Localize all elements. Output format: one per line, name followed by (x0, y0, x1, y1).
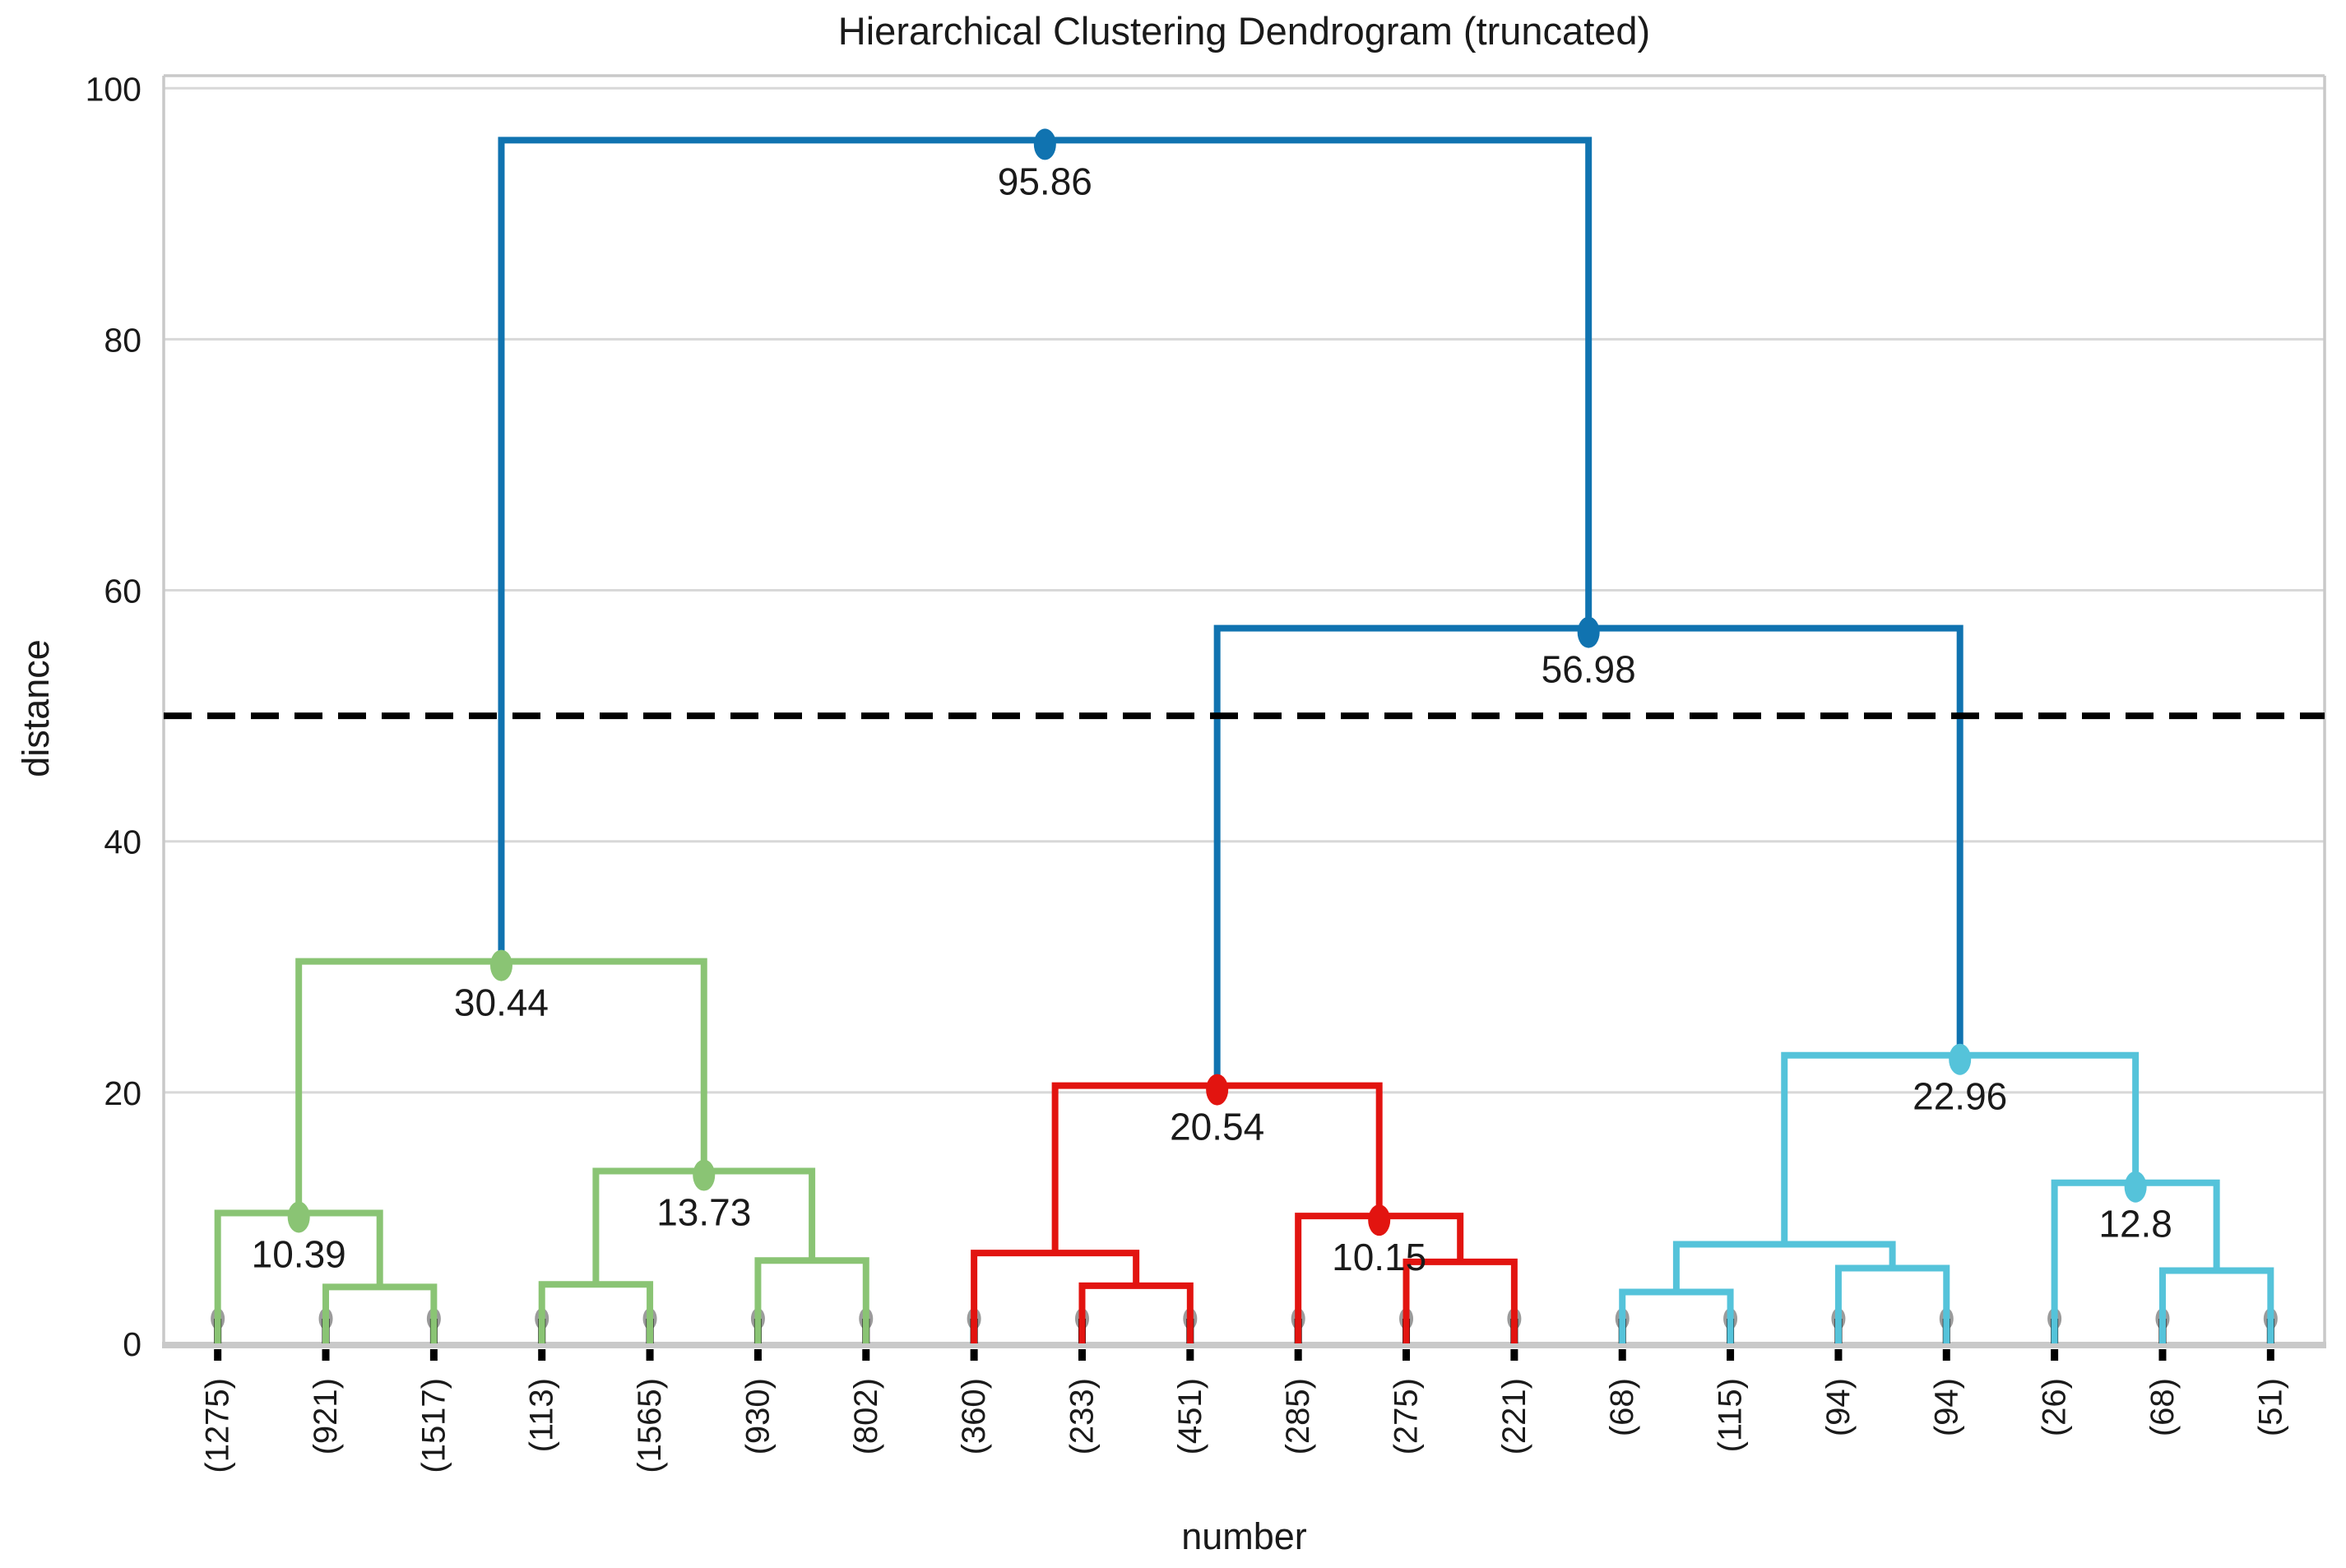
leaf-label: (115) (1713, 1378, 1749, 1452)
dendrogram-link (1078, 1282, 1194, 1343)
merge-dot (287, 1201, 310, 1233)
leaf-label: (1517) (415, 1378, 452, 1473)
y-tick-label: 100 (86, 70, 141, 108)
dendrogram-link (538, 1281, 654, 1343)
leaf-label: (275) (1389, 1378, 1425, 1454)
leaf-label: (68) (2144, 1378, 2181, 1436)
merge-dot (1577, 616, 1600, 648)
leaf-outer-tick (970, 1349, 978, 1361)
dendrogram-link (754, 1257, 869, 1343)
merge-annotation: 10.15 (1332, 1236, 1426, 1278)
leaf-outer-tick (2158, 1349, 2167, 1361)
leaf-label: (360) (956, 1378, 992, 1454)
leaf-label: (233) (1064, 1378, 1100, 1454)
merge-annotation: 30.44 (454, 981, 549, 1024)
leaf-outer-tick (322, 1349, 330, 1361)
merge-annotation: 95.86 (998, 160, 1092, 202)
dendrogram-link (1834, 1264, 1950, 1343)
leaf-outer-tick (214, 1349, 222, 1361)
leaf-label: (94) (1820, 1378, 1857, 1436)
merge-annotation: 10.39 (252, 1232, 346, 1275)
leaf-outer-tick (2051, 1349, 2059, 1361)
dendrogram-link (971, 1250, 1140, 1343)
leaf-label: (1275) (200, 1378, 236, 1473)
dendrogram-link (1402, 1258, 1518, 1343)
leaf-outer-tick (1510, 1349, 1518, 1361)
merge-annotation: 13.73 (656, 1191, 751, 1234)
leaf-outer-tick (1942, 1349, 1950, 1361)
leaf-outer-tick (1294, 1349, 1302, 1361)
dendrogram-link (1672, 1241, 1896, 1292)
leaf-label: (285) (1280, 1378, 1316, 1454)
merge-dot (693, 1159, 716, 1191)
chart-title: Hierarchical Clustering Dendrogram (trun… (837, 9, 1651, 53)
leaf-label: (451) (1172, 1378, 1208, 1454)
merge-dot (489, 949, 512, 981)
dendrogram-link (2158, 1267, 2274, 1343)
leaf-outer-tick (1834, 1349, 1843, 1361)
y-tick-label: 60 (104, 573, 141, 610)
merge-dot (2124, 1171, 2147, 1203)
leaf-outer-tick (1618, 1349, 1626, 1361)
y-tick-label: 0 (123, 1325, 141, 1363)
dendrogram-link (1619, 1288, 1734, 1343)
leaf-outer-tick (2266, 1349, 2274, 1361)
leaf-outer-tick (753, 1349, 762, 1361)
leaf-label: (26) (2037, 1378, 2073, 1436)
leaf-label: (802) (848, 1378, 884, 1454)
leaf-label: (921) (308, 1378, 344, 1454)
merge-annotation: 20.54 (1170, 1106, 1264, 1148)
merge-annotation: 22.96 (1912, 1075, 2007, 1118)
leaf-outer-tick (1402, 1349, 1411, 1361)
leaf-label: (1565) (632, 1378, 668, 1473)
y-tick-label: 80 (104, 321, 141, 359)
leaf-outer-tick (1078, 1349, 1086, 1361)
leaf-label: (94) (1928, 1378, 1964, 1436)
x-axis-label: number (1181, 1515, 1307, 1557)
merge-dot (1206, 1074, 1229, 1106)
y-tick-label: 40 (104, 823, 141, 861)
leaf-outer-tick (538, 1349, 546, 1361)
leaf-outer-tick (646, 1349, 654, 1361)
dendrogram-link (322, 1283, 438, 1343)
merge-annotation: 56.98 (1542, 648, 1636, 691)
leaf-label: (113) (524, 1378, 560, 1452)
dendrogram-link (498, 137, 1593, 962)
leaf-label: (221) (1496, 1378, 1532, 1454)
leaf-outer-tick (862, 1349, 870, 1361)
merge-dot (1033, 128, 1056, 160)
dendrogram-link (1213, 624, 1964, 1086)
merge-dot (1368, 1204, 1391, 1236)
leaf-outer-tick (1186, 1349, 1194, 1361)
leaf-outer-tick (429, 1349, 438, 1361)
leaf-label: (930) (740, 1378, 776, 1454)
y-tick-label: 20 (104, 1074, 141, 1112)
leaf-label: (68) (1604, 1378, 1640, 1436)
leaf-label: (51) (2252, 1378, 2288, 1436)
merge-dot (1949, 1043, 1972, 1075)
leaf-outer-tick (1727, 1349, 1735, 1361)
merge-annotation: 12.8 (2098, 1203, 2172, 1246)
